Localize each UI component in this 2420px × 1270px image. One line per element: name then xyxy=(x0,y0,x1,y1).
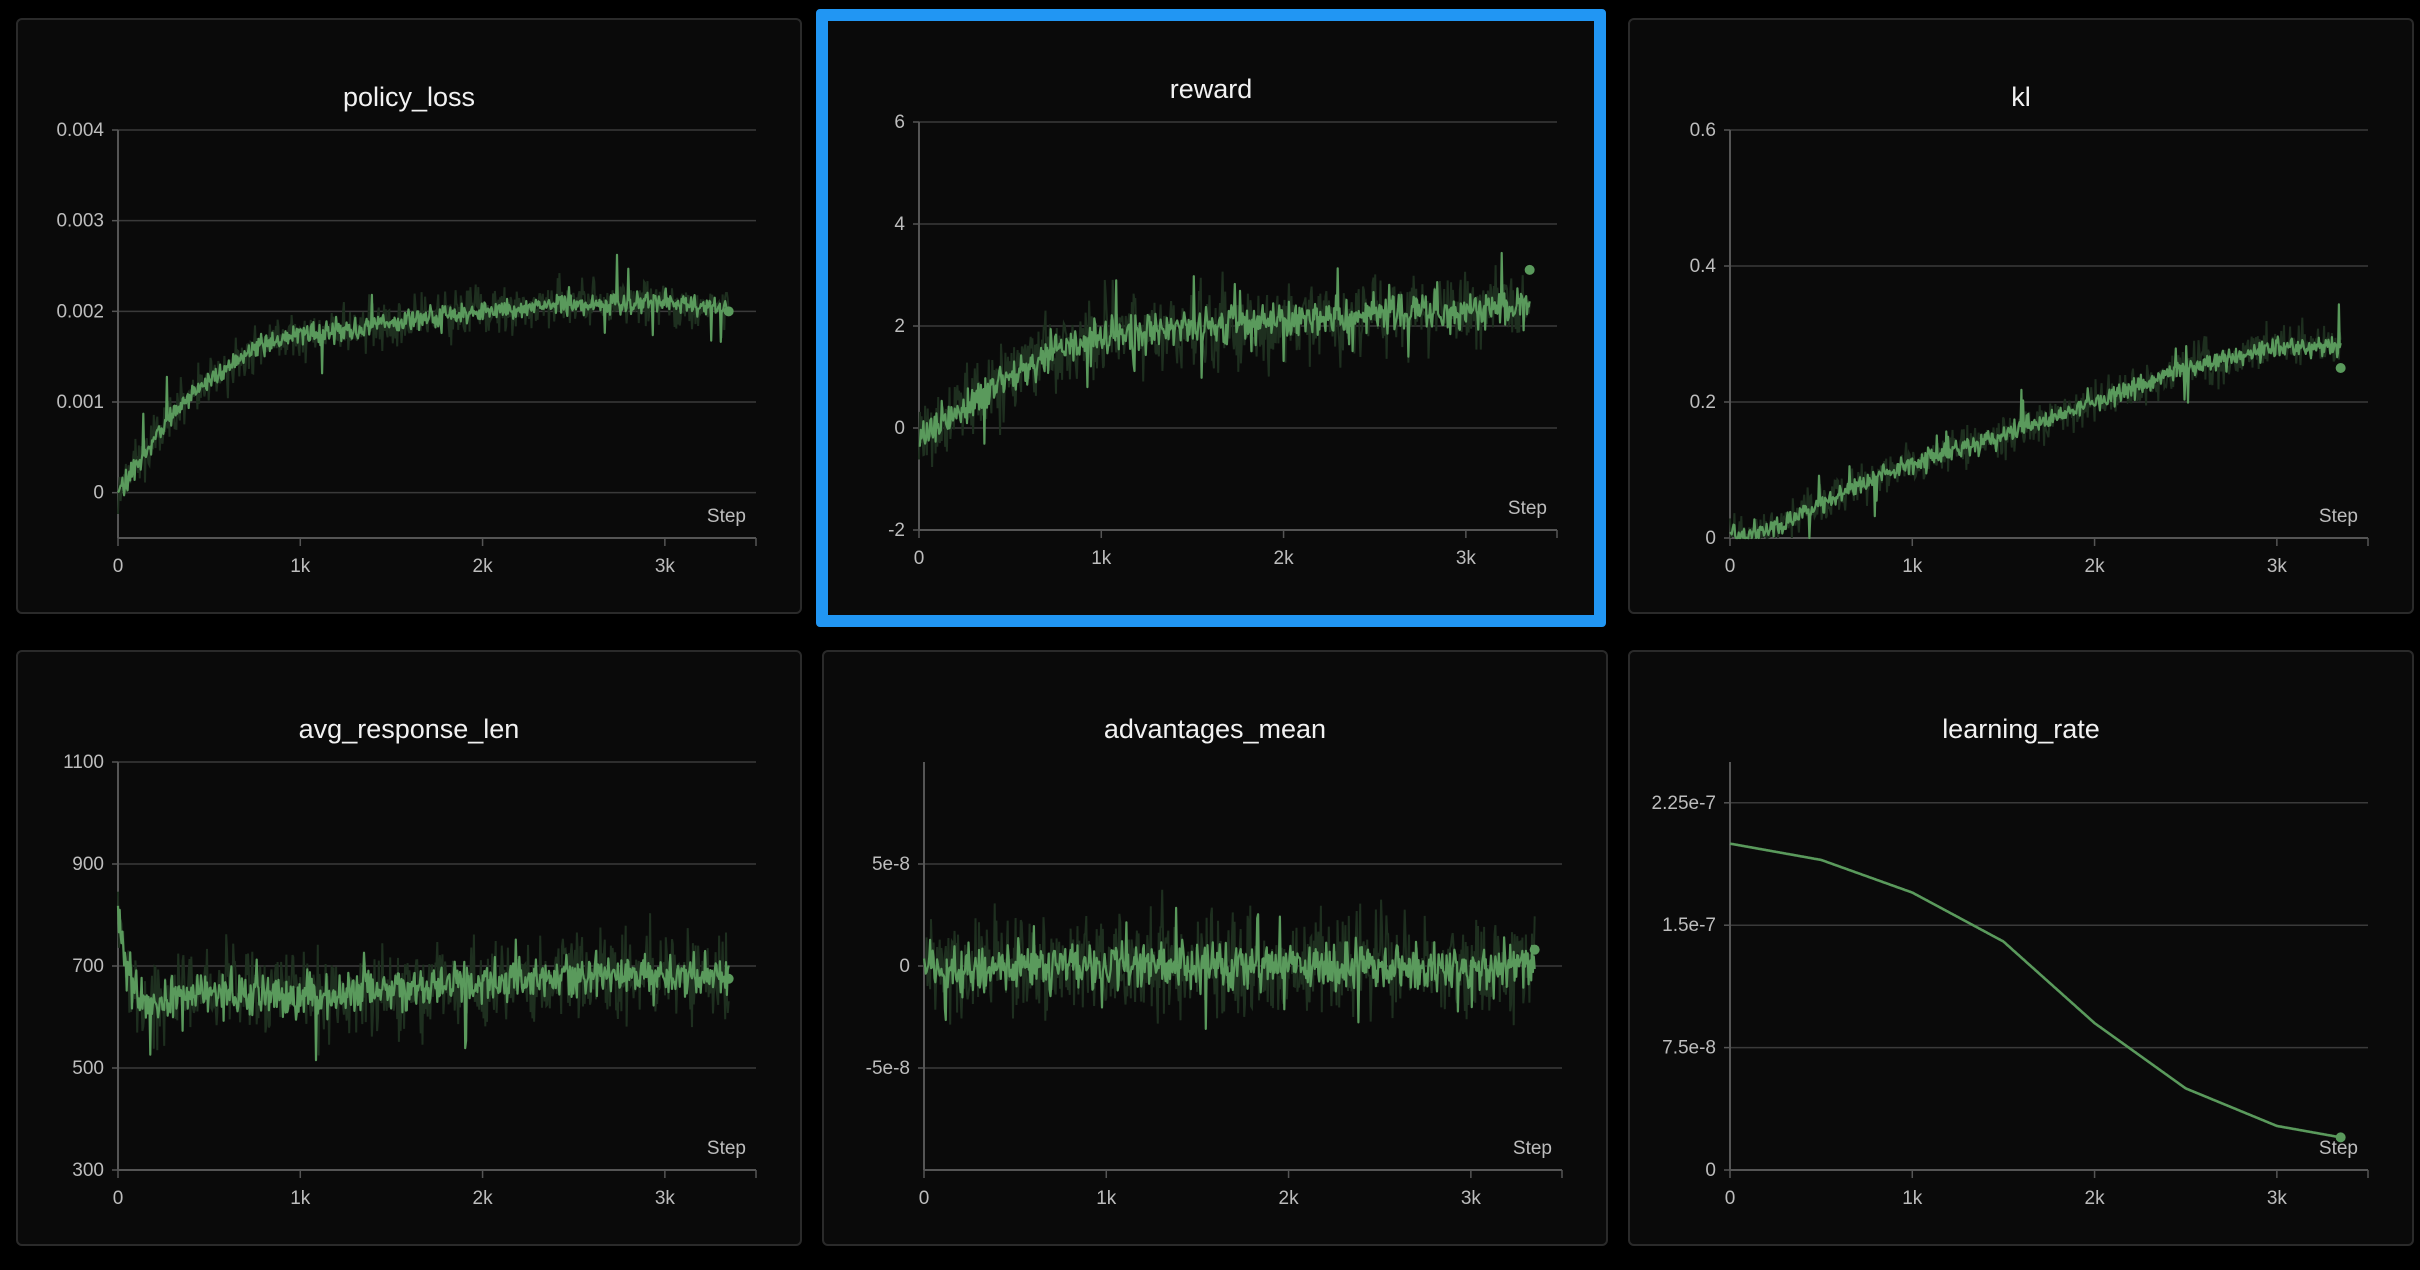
y-tick-label: 2.25e-7 xyxy=(1652,793,1716,814)
x-tick-label: 0 xyxy=(919,1188,930,1209)
chart-panel-learning-rate[interactable]: learning_rate 0 7.5e-8 1.5e-7 2.25e-7 0 1k 2k 3… xyxy=(1628,650,2414,1246)
x-tick-label: 3k xyxy=(2267,1188,2288,1209)
chart-plot-reward[interactable]: -2 0 2 4 6 0 1k 2k 3k Step xyxy=(828,21,1594,615)
y-tick-label: 0 xyxy=(1705,528,1716,549)
y-tick-label: -2 xyxy=(888,520,905,541)
chart-title: learning_rate xyxy=(1942,714,2100,744)
y-tick-label: 0.004 xyxy=(56,120,104,141)
y-tick-label: 0.003 xyxy=(56,211,104,232)
chart-panel-reward[interactable]: reward -2 0 2 4 6 0 1k 2k 3k Step xyxy=(816,9,1606,627)
chart-panel-kl[interactable]: kl 0 0.2 0.4 0.6 0 1k 2k 3k Step xyxy=(1628,18,2414,614)
chart-title: advantages_mean xyxy=(1103,714,1327,744)
x-tick-label: 1k xyxy=(1096,1188,1117,1209)
x-tick-label: 1k xyxy=(290,556,311,577)
y-tick-label: 700 xyxy=(72,956,104,977)
chart-panel-avg-response-len[interactable]: avg_response_len 300 500 700 900 1100 0 1k 2k 3k… xyxy=(16,650,802,1246)
series-end-point xyxy=(2335,1132,2346,1143)
x-tick-label: 1k xyxy=(290,1188,311,1209)
x-tick-label: 0 xyxy=(1725,556,1736,577)
series-end-point xyxy=(723,306,734,317)
y-tick-label: 500 xyxy=(72,1058,104,1079)
x-tick-label: 0 xyxy=(914,548,925,569)
chart-title: kl xyxy=(2011,82,2031,112)
x-tick-label: 2k xyxy=(473,556,494,577)
x-tick-label: 2k xyxy=(1279,1188,1300,1209)
series-line xyxy=(117,253,730,497)
x-tick-label: 3k xyxy=(1461,1188,1482,1209)
y-tick-label: 0 xyxy=(1705,1160,1716,1181)
x-axis-label: Step xyxy=(2319,506,2358,527)
y-tick-label: 4 xyxy=(894,214,905,235)
series-line xyxy=(1729,842,2342,1139)
series-line xyxy=(918,251,1531,447)
y-tick-label: 6 xyxy=(894,112,905,133)
y-tick-label: 2 xyxy=(894,316,905,337)
chart-plot-learning-rate[interactable]: 0 7.5e-8 1.5e-7 2.25e-7 0 1k 2k 3k Step xyxy=(1630,652,2416,1248)
series-end-point xyxy=(723,973,734,984)
y-tick-label: 0.4 xyxy=(1690,256,1717,277)
series-end-point xyxy=(1524,264,1535,275)
y-tick-label: 0.6 xyxy=(1690,120,1716,141)
y-tick-label: 0 xyxy=(894,418,905,439)
x-axis-label: Step xyxy=(707,1138,746,1159)
chart-title: avg_response_len xyxy=(298,714,520,744)
chart-plot-avg-response-len[interactable]: 300 500 700 900 1100 0 1k 2k 3k Step xyxy=(18,652,804,1248)
y-tick-label: 0 xyxy=(899,956,910,977)
x-tick-label: 0 xyxy=(113,556,124,577)
chart-panel-advantages-mean[interactable]: advantages_mean -5e-8 0 5e-8 0 1k 2k 3k Step xyxy=(822,650,1608,1246)
x-axis-label: Step xyxy=(2319,1138,2358,1159)
series-end-point xyxy=(1529,944,1540,955)
x-tick-label: 3k xyxy=(655,556,676,577)
x-tick-label: 3k xyxy=(1456,548,1477,569)
y-tick-label: 1100 xyxy=(63,752,104,773)
x-tick-label: 3k xyxy=(2267,556,2288,577)
x-tick-label: 2k xyxy=(2085,556,2106,577)
y-tick-label: 5e-8 xyxy=(872,854,910,875)
y-tick-label: 900 xyxy=(72,854,104,875)
x-tick-label: 2k xyxy=(2085,1188,2106,1209)
y-tick-label: 7.5e-8 xyxy=(1662,1038,1716,1059)
y-tick-label: 0.001 xyxy=(56,392,104,413)
y-tick-label: 0.002 xyxy=(56,301,104,322)
x-tick-label: 1k xyxy=(1091,548,1112,569)
y-tick-label: 1.5e-7 xyxy=(1662,915,1716,936)
x-tick-label: 1k xyxy=(1902,556,1923,577)
chart-plot-kl[interactable]: 0 0.2 0.4 0.6 0 1k 2k 3k Step xyxy=(1630,20,2416,616)
series-line xyxy=(116,905,730,1062)
chart-title: policy_loss xyxy=(342,82,476,112)
series-line xyxy=(922,906,1536,1030)
x-axis-label: Step xyxy=(707,506,746,527)
x-tick-label: 3k xyxy=(655,1188,676,1209)
series-raw-line xyxy=(117,273,730,515)
x-tick-label: 0 xyxy=(113,1188,124,1209)
series-end-point xyxy=(2335,363,2346,373)
x-tick-label: 0 xyxy=(1725,1188,1736,1209)
y-tick-label: 0 xyxy=(93,483,104,504)
x-axis-label: Step xyxy=(1508,498,1547,519)
x-axis-label: Step xyxy=(1513,1138,1552,1159)
x-tick-label: 2k xyxy=(473,1188,494,1209)
x-tick-label: 1k xyxy=(1902,1188,1923,1209)
x-tick-label: 2k xyxy=(1274,548,1295,569)
y-tick-label: -5e-8 xyxy=(866,1058,910,1079)
chart-panel-policy-loss[interactable]: policy_loss 0 0.001 0.002 0.003 0.004 0 1k 2k 3k… xyxy=(16,18,802,614)
chart-title: reward xyxy=(1169,74,1253,104)
chart-plot-policy-loss[interactable]: 0 0.001 0.002 0.003 0.004 0 1k 2k 3k Step xyxy=(18,20,804,616)
series-raw-line xyxy=(117,891,730,1056)
chart-plot-advantages-mean[interactable]: -5e-8 0 5e-8 0 1k 2k 3k Step xyxy=(824,652,1610,1248)
y-tick-label: 0.2 xyxy=(1690,392,1716,413)
y-tick-label: 300 xyxy=(72,1160,104,1181)
series-line xyxy=(1729,303,2342,540)
